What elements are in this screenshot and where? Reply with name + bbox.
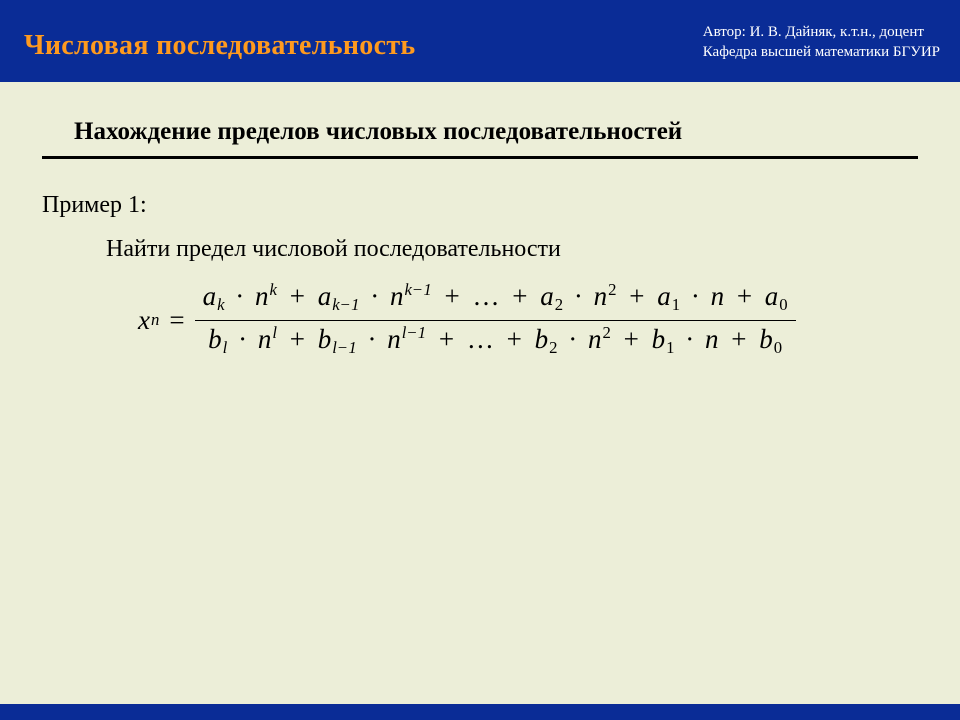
equals-sign: =: [159, 305, 194, 336]
plus-sign: +: [438, 281, 465, 311]
num-coeff: a: [203, 281, 217, 311]
plus-sign: +: [284, 281, 311, 311]
den-coeff: b: [318, 324, 332, 354]
den-sub-lm1: l−1: [331, 338, 356, 359]
num-base: n: [390, 281, 404, 311]
dot-icon: ·: [366, 281, 383, 311]
den-sub-0: 0: [773, 338, 782, 357]
footer-bar: [0, 704, 960, 720]
plus-sign: +: [501, 324, 528, 354]
author-line-2: Кафедра высшей математики БГУИР: [703, 42, 940, 62]
num-exp-km1: k−1: [403, 280, 431, 301]
plus-sign: +: [623, 281, 650, 311]
num-sub-0: 0: [778, 295, 787, 314]
lhs-subscript: n: [150, 310, 159, 330]
den-sub-2: 2: [548, 338, 557, 357]
den-sub-1: 1: [665, 338, 674, 357]
formula: xn = ak · nk + ak−1 · nk−1 + … + a2 ·: [138, 278, 796, 363]
den-base: n: [258, 324, 272, 354]
dot-icon: ·: [687, 281, 704, 311]
plus-sign: +: [731, 281, 758, 311]
ellipsis: …: [472, 281, 499, 311]
ellipsis: …: [467, 324, 494, 354]
den-exp-2: 2: [602, 323, 611, 342]
lhs-variable: x: [138, 305, 150, 336]
den-base: n: [705, 324, 719, 354]
den-coeff: b: [208, 324, 222, 354]
dot-icon: ·: [234, 324, 251, 354]
num-base: n: [711, 281, 725, 311]
plus-sign: +: [725, 324, 752, 354]
dot-icon: ·: [363, 324, 380, 354]
num-sub-2: 2: [554, 295, 563, 314]
plus-sign: +: [433, 324, 460, 354]
numerator: ak · nk + ak−1 · nk−1 + … + a2 · n2 + a1…: [195, 278, 796, 321]
section-subtitle: Нахождение пределов числовых последовате…: [74, 118, 682, 146]
num-sub-k: k: [216, 295, 224, 314]
author-block: Автор: И. В. Дайняк, к.т.н., доцент Кафе…: [703, 22, 940, 63]
num-sub-km1: k−1: [331, 295, 359, 316]
num-exp-2: 2: [607, 280, 616, 299]
num-coeff: a: [540, 281, 554, 311]
dot-icon: ·: [570, 281, 587, 311]
plus-sign: +: [618, 324, 645, 354]
num-coeff: a: [318, 281, 332, 311]
den-exp-l: l: [271, 323, 277, 342]
num-coeff: a: [765, 281, 779, 311]
author-line-1: Автор: И. В. Дайняк, к.т.н., доцент: [703, 22, 940, 42]
den-coeff: b: [759, 324, 773, 354]
dot-icon: ·: [681, 324, 698, 354]
den-base: n: [387, 324, 401, 354]
den-base: n: [588, 324, 602, 354]
slide-title: Числовая последовательность: [24, 30, 416, 62]
denominator: bl · nl + bl−1 · nl−1 + … + b2 · n2 + b1…: [200, 321, 790, 363]
horizontal-rule: [42, 156, 918, 159]
num-base: n: [594, 281, 608, 311]
plus-sign: +: [506, 281, 533, 311]
den-sub-l: l: [222, 338, 228, 357]
den-coeff: b: [652, 324, 666, 354]
example-label: Пример 1:: [42, 192, 147, 219]
num-base: n: [255, 281, 269, 311]
num-coeff: a: [657, 281, 671, 311]
fraction: ak · nk + ak−1 · nk−1 + … + a2 · n2 + a1…: [195, 278, 796, 363]
slide: Числовая последовательность Автор: И. В.…: [0, 0, 960, 720]
header-bar: Числовая последовательность Автор: И. В.…: [0, 0, 960, 82]
dot-icon: ·: [231, 281, 248, 311]
den-coeff: b: [535, 324, 549, 354]
dot-icon: ·: [564, 324, 581, 354]
task-text: Найти предел числовой последовательности: [106, 236, 561, 263]
plus-sign: +: [284, 324, 311, 354]
num-exp-k: k: [269, 280, 277, 299]
num-sub-1: 1: [671, 295, 680, 314]
den-exp-lm1: l−1: [401, 323, 426, 344]
